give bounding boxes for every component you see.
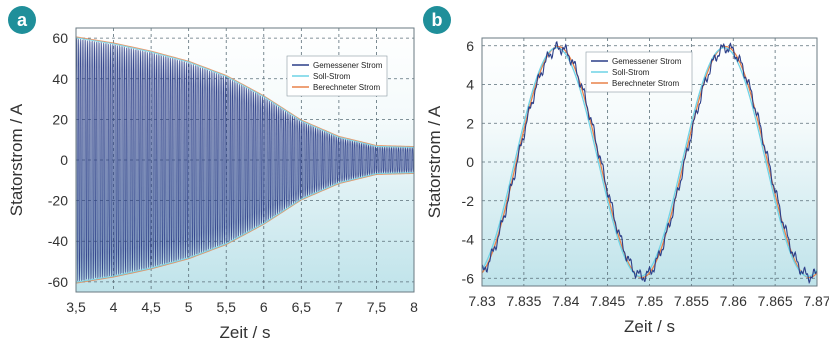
- legend-label-calculated: Berechneter Strom: [313, 83, 380, 92]
- y-tick-label: -40: [48, 233, 68, 249]
- x-tick-label: 7: [335, 299, 343, 315]
- x-axis-label: Zeit / s: [624, 317, 675, 336]
- y-tick-label: -6: [462, 270, 475, 286]
- chart-panel-b: 7.83 7.835 7.84 7.845 7.85 7.855 7.86 7.865 7.87…: [423, 6, 829, 336]
- legend-label-calculated: Berechneter Strom: [612, 79, 679, 88]
- legend-label-measured: Gemessener Strom: [313, 61, 383, 70]
- x-tick-label: 3,5: [66, 299, 86, 315]
- legend: Gemessener Strom Soll-Strom Berechneter St…: [585, 51, 693, 93]
- signals: [76, 36, 414, 284]
- y-tick-label: -20: [48, 193, 68, 209]
- plot-frame: [75, 27, 415, 293]
- y-tick-label: 20: [52, 111, 68, 127]
- x-tick-label: 7.83: [468, 293, 495, 309]
- x-tick-label: 7.85: [636, 293, 663, 309]
- series-calculated-envelope: [76, 36, 414, 148]
- x-tick-label: 8: [410, 299, 418, 315]
- series-measured-line: [482, 40, 817, 285]
- x-tick-label: 5: [185, 299, 193, 315]
- x-tick-label: 7.84: [552, 293, 579, 309]
- y-tick-label: 60: [52, 30, 68, 46]
- y-tick-label: 40: [52, 71, 68, 87]
- panel-badge: a: [8, 6, 36, 34]
- y-axis-label: Statorstrom / A: [7, 103, 26, 216]
- y-tick-label: 0: [466, 154, 474, 170]
- panel-badge: b: [423, 6, 451, 34]
- x-tick-label: 6,5: [292, 299, 312, 315]
- y-tick-label: 2: [466, 115, 474, 131]
- x-tick-label: 7.845: [590, 293, 625, 309]
- legend-label-target: Soll-Strom: [313, 72, 351, 81]
- legend-label-measured: Gemessener Strom: [612, 57, 682, 66]
- y-tick-label: 4: [466, 77, 474, 93]
- x-tick-label: 4,5: [141, 299, 161, 315]
- legend-label-target: Soll-Strom: [612, 68, 650, 77]
- panel-badge-letter: a: [17, 10, 28, 30]
- x-tick-label: 7.86: [720, 293, 747, 309]
- series-measured-line: [76, 38, 414, 282]
- x-tick-label: 4: [110, 299, 118, 315]
- series-calculated-envelope: [76, 172, 414, 284]
- x-tick-label: 5,5: [216, 299, 236, 315]
- panel-badge-circle: [8, 6, 36, 34]
- signals: [482, 40, 817, 285]
- y-tick-label: -4: [462, 232, 475, 248]
- panel-badge-letter: b: [432, 10, 443, 30]
- x-tick-label: 7.865: [758, 293, 793, 309]
- x-tick-label: 7.855: [674, 293, 709, 309]
- y-tick-label: 6: [466, 38, 474, 54]
- series-target-envelope: [76, 172, 414, 283]
- plot-frame: [481, 37, 818, 287]
- x-axis-label: Zeit / s: [219, 323, 270, 342]
- panel-badge-circle: [423, 6, 451, 34]
- legend: Gemessener Strom Soll-Strom Berechneter St…: [286, 55, 388, 97]
- y-tick-label: -2: [462, 193, 475, 209]
- y-axis-label: Statorstrom / A: [425, 105, 444, 218]
- series-target-envelope: [76, 37, 414, 148]
- chart-panel-a: 3,5 4 4,5 5 5,5 6 6,5 7 7,5 8 -60 -40 -20 0 20 40 60 Zeit…: [7, 6, 418, 342]
- y-tick-label: 0: [60, 152, 68, 168]
- x-tick-label: 6: [260, 299, 268, 315]
- y-tick-label: -60: [48, 274, 68, 290]
- x-tick-label: 7.87: [803, 293, 829, 309]
- x-tick-label: 7.835: [506, 293, 541, 309]
- x-tick-label: 7,5: [367, 299, 387, 315]
